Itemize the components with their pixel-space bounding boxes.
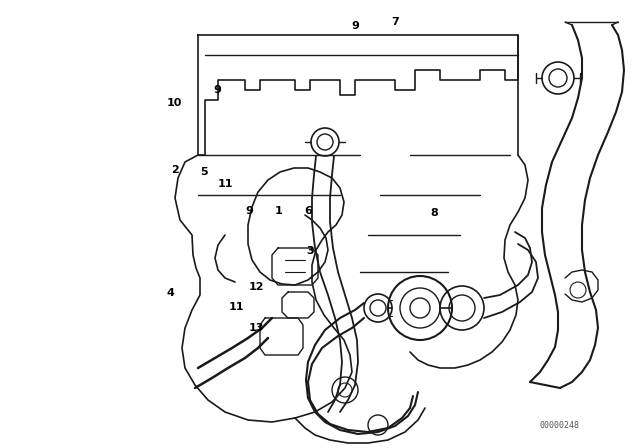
Text: 1: 1	[275, 207, 283, 216]
Text: 9: 9	[351, 21, 359, 31]
Text: 9: 9	[246, 207, 253, 216]
Text: 10: 10	[166, 98, 182, 108]
Text: 7: 7	[391, 17, 399, 27]
Text: 12: 12	[248, 282, 264, 292]
Text: 9: 9	[214, 86, 221, 95]
Text: 11: 11	[229, 302, 244, 312]
Text: 2: 2	[172, 165, 179, 175]
Text: 13: 13	[248, 323, 264, 333]
Text: 8: 8	[430, 208, 438, 218]
Text: 3: 3	[306, 246, 314, 256]
Text: 4: 4	[167, 289, 175, 298]
Text: 6: 6	[305, 207, 312, 216]
Text: 5: 5	[200, 168, 207, 177]
Text: 00000248: 00000248	[540, 421, 580, 430]
Text: 11: 11	[218, 179, 233, 189]
